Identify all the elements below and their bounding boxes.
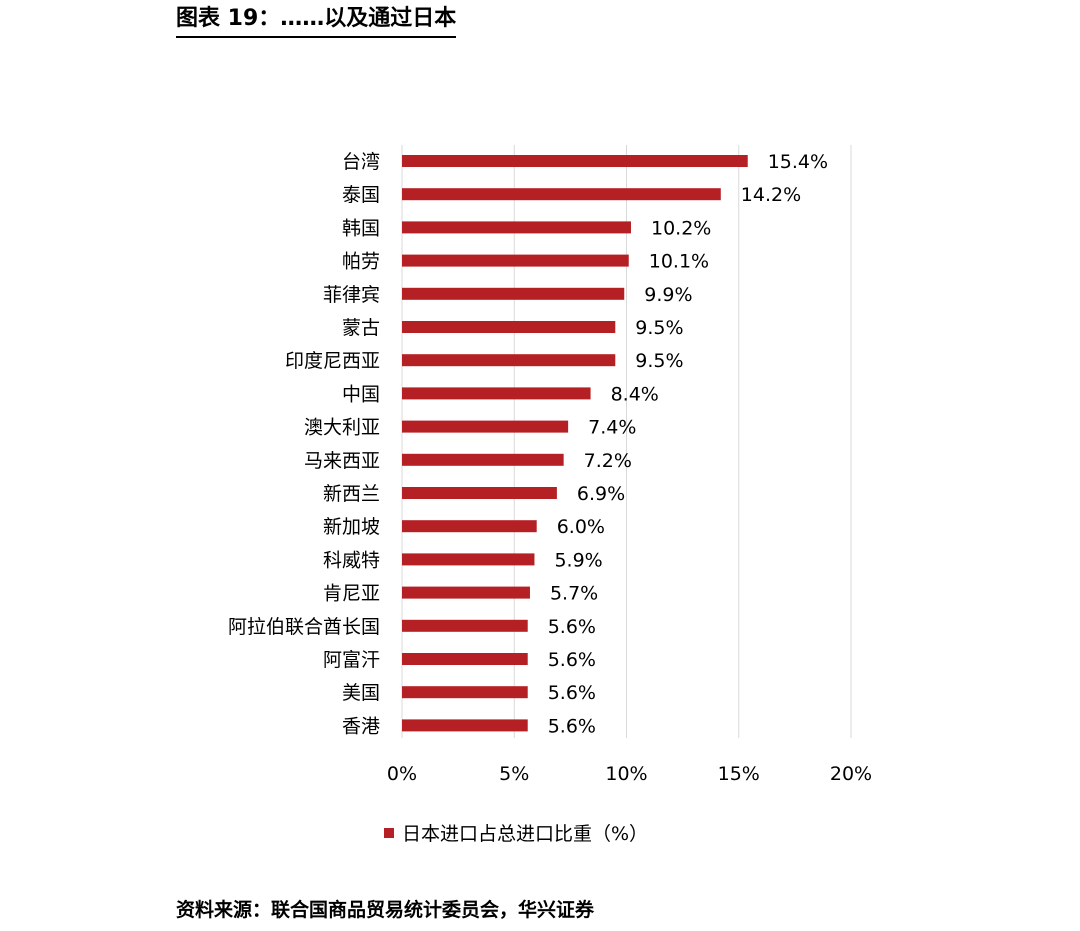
category-label: 菲律宾 [323, 284, 380, 306]
category-label: 韩国 [342, 217, 380, 239]
category-label: 马来西亚 [304, 450, 380, 472]
value-label: 5.6% [548, 715, 596, 737]
bar [402, 719, 528, 732]
value-label: 14.2% [741, 184, 801, 206]
value-label: 8.4% [611, 383, 659, 405]
value-label: 15.4% [768, 151, 828, 173]
category-label: 新西兰 [323, 483, 380, 505]
x-axis-ticks: 0% 5% 10% 15% 20% [387, 763, 872, 785]
value-label: 7.4% [588, 417, 636, 439]
x-tick-label: 0% [387, 763, 417, 785]
value-label: 5.6% [548, 682, 596, 704]
bar [402, 586, 530, 599]
figure-title: 图表 19：……以及通过日本 [176, 4, 457, 38]
category-label: 美国 [342, 682, 380, 704]
bar [402, 354, 616, 367]
category-labels: 台湾泰国韩国帕劳菲律宾蒙古印度尼西亚中国澳大利亚马来西亚新西兰新加坡科威特肯尼亚… [228, 151, 380, 737]
category-label: 帕劳 [342, 251, 380, 273]
value-label: 9.5% [635, 317, 683, 339]
x-tick-label: 10% [605, 763, 647, 785]
gridlines [401, 145, 852, 738]
value-label: 7.2% [584, 450, 632, 472]
bar [402, 254, 629, 267]
bar [402, 321, 616, 333]
category-label: 澳大利亚 [304, 417, 380, 439]
bars [402, 155, 748, 732]
bar [402, 619, 528, 632]
source-note: 资料来源：联合国商品贸易统计委员会，华兴证券 [176, 899, 595, 921]
value-label: 5.6% [548, 616, 596, 638]
value-label: 6.9% [577, 483, 625, 505]
x-tick-label: 20% [830, 763, 872, 785]
category-label: 阿拉伯联合酋长国 [228, 616, 380, 638]
value-label: 9.5% [635, 350, 683, 372]
x-tick-label: 15% [718, 763, 760, 785]
category-label: 蒙古 [342, 317, 380, 339]
bar [402, 155, 748, 167]
value-label: 5.6% [548, 649, 596, 671]
bar [402, 487, 557, 499]
category-label: 中国 [342, 383, 380, 405]
category-label: 肯尼亚 [323, 583, 380, 605]
category-label: 阿富汗 [323, 649, 380, 671]
value-label: 9.9% [644, 284, 692, 306]
bar [402, 520, 537, 533]
bar [402, 188, 721, 201]
value-label: 5.9% [554, 549, 602, 571]
bar [402, 653, 528, 665]
bar [402, 221, 631, 234]
category-label: 科威特 [323, 549, 380, 571]
bar [402, 420, 569, 433]
category-label: 泰国 [342, 184, 380, 206]
bar [402, 453, 564, 466]
bar [402, 686, 528, 699]
category-label: 台湾 [342, 151, 380, 173]
legend-label: 日本进口占总进口比重（%） [402, 823, 648, 845]
category-label: 香港 [342, 715, 380, 737]
value-label: 6.0% [557, 516, 605, 538]
bar [402, 387, 591, 400]
legend: 日本进口占总进口比重（%） [384, 823, 648, 845]
bar [402, 553, 535, 566]
x-tick-label: 5% [499, 763, 529, 785]
value-label: 5.7% [550, 583, 598, 605]
value-labels: 15.4% 14.2% 10.2% 10.1% 9.9% 9.5% 9.5% 8.4% 7.4%… [548, 151, 828, 737]
category-label: 印度尼西亚 [285, 350, 380, 372]
value-label: 10.2% [651, 217, 711, 239]
category-label: 新加坡 [323, 516, 380, 538]
legend-swatch [384, 828, 394, 838]
value-label: 10.1% [649, 251, 709, 273]
bar [402, 287, 625, 300]
